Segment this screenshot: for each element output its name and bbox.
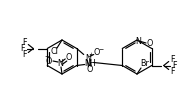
Text: N: N (135, 37, 141, 45)
Text: NH: NH (84, 59, 96, 68)
Text: +: + (88, 52, 93, 57)
Text: F: F (22, 50, 26, 59)
Text: O: O (94, 48, 100, 57)
Text: F: F (22, 38, 26, 47)
Text: N: N (85, 54, 91, 63)
Text: −: − (98, 46, 103, 51)
Text: O: O (87, 65, 93, 74)
Text: Br: Br (141, 60, 149, 68)
Text: F: F (170, 67, 175, 76)
Text: Cl: Cl (50, 48, 58, 56)
Text: O: O (46, 56, 52, 65)
Text: O: O (147, 40, 153, 48)
Text: F: F (20, 44, 25, 53)
Text: F: F (170, 55, 175, 64)
Text: F: F (172, 61, 177, 70)
Text: O: O (66, 53, 72, 63)
Text: −: − (44, 53, 50, 59)
Text: N: N (57, 59, 63, 68)
